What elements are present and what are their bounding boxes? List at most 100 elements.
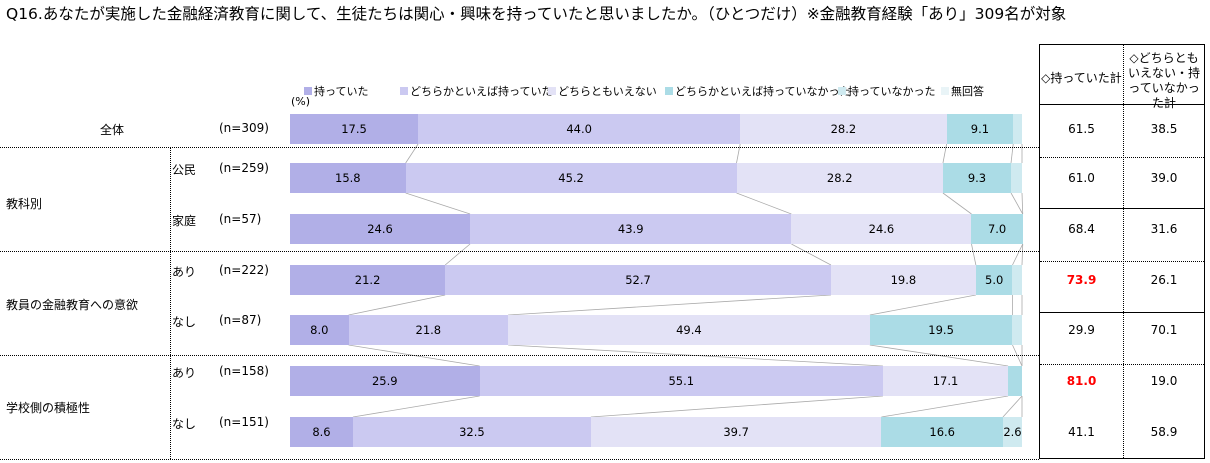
subgroup-label: なし — [172, 315, 197, 329]
table-row-line — [1040, 312, 1204, 313]
group-label: 学校側の積極性 — [6, 401, 91, 415]
legend-item: どちらかといえば持っていた — [400, 83, 552, 99]
legend-label: どちらともいえない — [558, 85, 657, 98]
bar-segment: 17.1 — [882, 366, 1009, 396]
bar-segment — [1013, 114, 1022, 144]
summary-value: 58.9 — [1150, 425, 1178, 439]
bar-segment: 19.5 — [869, 315, 1013, 345]
legend-item: 持っていた — [304, 83, 368, 99]
group-label: 教科別 — [6, 197, 43, 211]
question-title: Q16.あなたが実施した金融経済教育に関して、生徒たちは関心・興味を持っていたと… — [6, 5, 1067, 23]
connector-line — [590, 395, 883, 418]
summary-value: 70.1 — [1150, 323, 1178, 337]
bar-segment: 8.6 — [290, 417, 353, 447]
subgroup-label: 家庭 — [172, 214, 197, 228]
bar-segment: 5.0 — [975, 265, 1013, 295]
connector-line — [508, 294, 831, 316]
summary-header: ◇どちらともいえない・持っていなかった計 — [1127, 51, 1200, 110]
bar-segment: 28.2 — [736, 163, 943, 193]
group-label: 全体 — [100, 123, 125, 137]
legend-item: どちらともいえない — [548, 83, 657, 99]
legend-swatch — [838, 87, 846, 95]
bar-segment: 39.7 — [590, 417, 882, 447]
connector-line — [869, 294, 976, 316]
legend-swatch — [665, 87, 673, 95]
legend-item: 持っていなかった — [838, 83, 935, 99]
group-divider — [170, 147, 171, 459]
bar-segment: 17.5 — [290, 114, 419, 144]
bar-segment: 32.5 — [352, 417, 591, 447]
bar-segment: 49.4 — [508, 315, 870, 345]
summary-value: 31.6 — [1150, 222, 1178, 236]
bar-segment: 8.0 — [290, 315, 349, 345]
summary-value: 73.9 — [1066, 273, 1097, 287]
bar-segment: 52.7 — [445, 265, 831, 295]
connector-line — [444, 243, 471, 266]
bar-segment: 25.9 — [290, 366, 480, 396]
bar-segment: 16.6 — [881, 417, 1003, 447]
connector-line — [1002, 395, 1023, 418]
summary-value: 29.9 — [1068, 323, 1095, 337]
table-row-line — [1040, 364, 1204, 365]
row-separator — [0, 147, 1039, 148]
bar-segment: 28.2 — [740, 114, 947, 144]
bar-segment: 15.8 — [290, 163, 406, 193]
legend-label: 持っていた — [314, 85, 369, 98]
connector-line — [1021, 243, 1024, 266]
connector-line — [1021, 192, 1024, 215]
connector-line — [791, 243, 832, 266]
connector-line — [1010, 192, 1024, 215]
legend-swatch — [941, 87, 949, 95]
row-separator — [0, 251, 1039, 252]
summary-value: 81.0 — [1066, 374, 1097, 388]
bar-segment — [1008, 366, 1022, 396]
connector-line — [971, 243, 977, 266]
bar-segment — [1011, 163, 1022, 193]
legend-swatch — [548, 87, 556, 95]
bar-segment: 24.6 — [290, 214, 471, 244]
summary-value: 61.0 — [1068, 171, 1095, 185]
group-label: 教員の金融教育への意欲 — [6, 298, 139, 312]
summary-value: 61.5 — [1068, 122, 1095, 136]
subgroup-label: あり — [172, 265, 197, 279]
table-row-line — [1040, 261, 1204, 262]
connector-line — [881, 395, 1009, 418]
n-label: (n=57) — [219, 212, 262, 226]
row-separator — [0, 355, 1039, 356]
n-label: (n=87) — [219, 313, 262, 327]
summary-table: ◇持っていた計 ◇どちらともいえない・持っていなかった計 61.5 38.5 61.0 3… — [1039, 44, 1205, 459]
bar-segment: 9.3 — [942, 163, 1011, 193]
table-row-line — [1040, 208, 1204, 209]
bar-segment: 7.0 — [971, 214, 1023, 244]
table-row-line — [1040, 157, 1204, 158]
connector-line — [942, 192, 972, 215]
bar-segment: 21.8 — [348, 315, 509, 345]
legend-swatch — [400, 87, 408, 95]
bar-segment: 9.1 — [946, 114, 1014, 144]
bar-segment: 21.2 — [290, 265, 446, 295]
bar-segment — [1012, 265, 1022, 295]
legend-swatch — [304, 87, 312, 95]
unit-label: (%) — [291, 95, 311, 108]
bar-segment: 55.1 — [479, 366, 883, 396]
summary-value: 68.4 — [1068, 222, 1095, 236]
connector-line — [348, 294, 446, 316]
summary-value: 39.0 — [1150, 171, 1178, 185]
table-row-line — [1040, 104, 1204, 105]
legend-label: どちらかといえば持っていなかった — [675, 85, 851, 98]
legend-item: どちらかといえば持っていなかった — [665, 83, 850, 99]
n-label: (n=222) — [219, 263, 269, 277]
connector-line — [736, 192, 792, 215]
bar-segment — [1012, 315, 1022, 345]
bar-segment: 44.0 — [418, 114, 741, 144]
row-separator — [0, 459, 1039, 460]
bar-segment: 45.2 — [405, 163, 737, 193]
connector-line — [352, 395, 480, 418]
summary-header: ◇持っていた計 — [1041, 71, 1122, 85]
bar-segment: 2.6 — [1002, 417, 1022, 447]
summary-value: 38.5 — [1150, 122, 1178, 136]
legend-label: 無回答 — [951, 85, 984, 98]
subgroup-label: なし — [172, 417, 197, 431]
legend-label: どちらかといえば持っていた — [410, 85, 553, 98]
legend-label: 持っていなかった — [848, 85, 936, 98]
